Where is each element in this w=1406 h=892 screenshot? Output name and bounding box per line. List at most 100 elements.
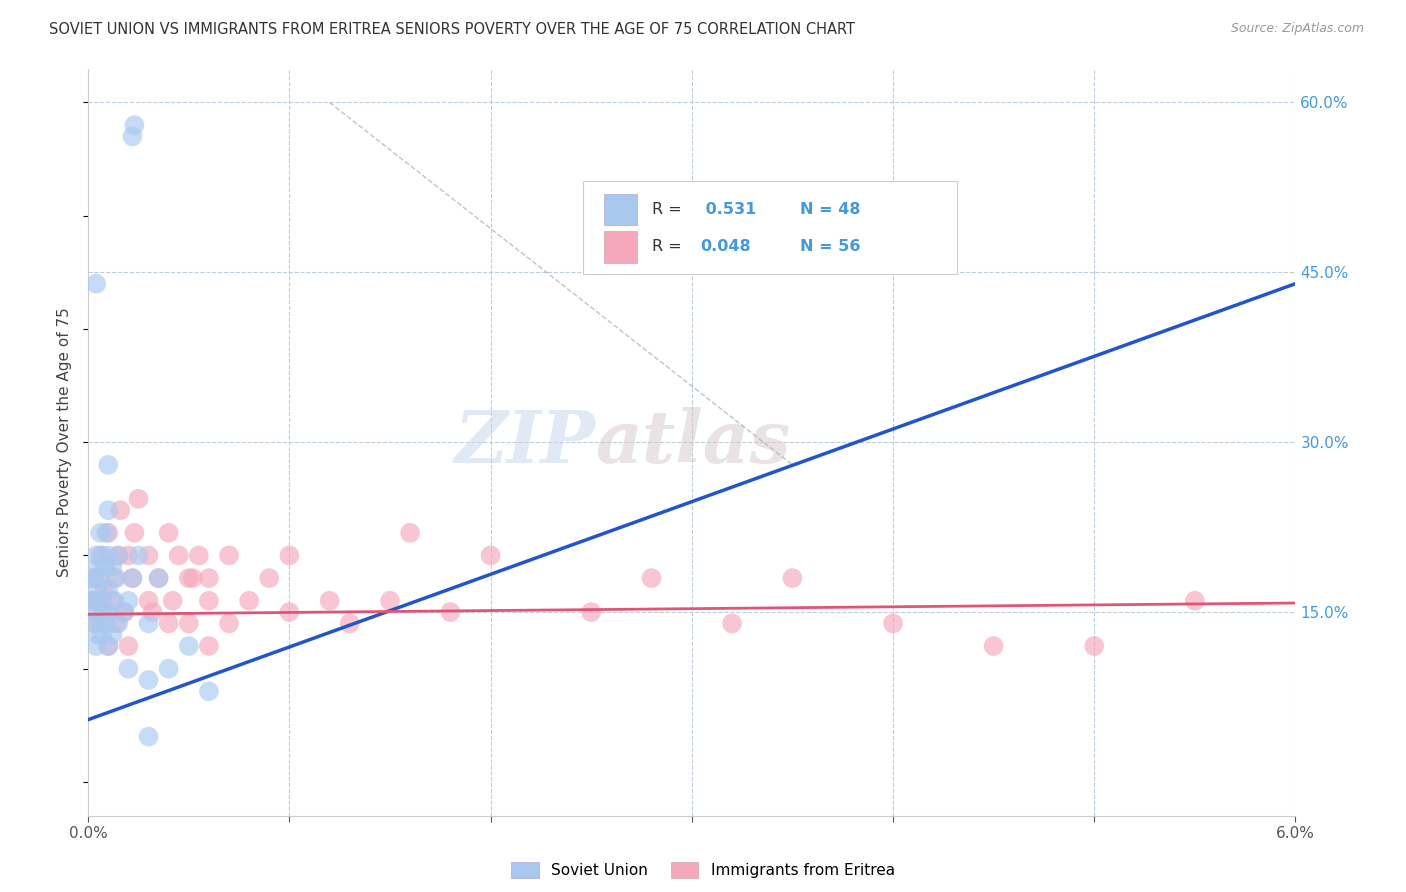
Point <box>1184 593 1206 607</box>
Point <box>782 571 804 585</box>
Point <box>89 525 111 540</box>
FancyBboxPatch shape <box>583 180 957 274</box>
Text: N = 48: N = 48 <box>800 202 860 217</box>
Point <box>198 684 221 698</box>
Point <box>157 662 180 676</box>
Point <box>89 571 111 585</box>
Point <box>157 616 180 631</box>
Point <box>91 628 114 642</box>
Point <box>97 582 120 597</box>
Point <box>177 616 200 631</box>
Point <box>93 559 115 574</box>
Point <box>107 549 129 563</box>
Point <box>579 605 602 619</box>
Point <box>218 549 240 563</box>
Point <box>105 571 128 585</box>
Point <box>117 593 139 607</box>
Point <box>96 559 118 574</box>
Point <box>89 616 111 631</box>
Point <box>238 593 260 607</box>
Point <box>124 525 146 540</box>
Point <box>439 605 461 619</box>
Text: Source: ZipAtlas.com: Source: ZipAtlas.com <box>1230 22 1364 36</box>
Point <box>121 571 143 585</box>
Point <box>318 593 340 607</box>
Point <box>181 571 204 585</box>
Point <box>91 605 114 619</box>
Point <box>97 639 120 653</box>
Point <box>82 593 104 607</box>
Point <box>157 525 180 540</box>
Point <box>1083 639 1105 653</box>
Point <box>107 616 129 631</box>
Point <box>97 605 120 619</box>
Point <box>83 616 105 631</box>
Point <box>84 616 107 631</box>
Point <box>127 491 149 506</box>
Point <box>97 458 120 472</box>
Point <box>983 639 1005 653</box>
Point <box>148 571 170 585</box>
Point <box>82 593 104 607</box>
Point <box>96 525 118 540</box>
Point <box>83 571 105 585</box>
Text: N = 56: N = 56 <box>800 239 860 254</box>
Point <box>198 593 221 607</box>
Point <box>138 593 160 607</box>
Bar <box>603 194 637 226</box>
Point <box>87 628 110 642</box>
Point <box>83 605 105 619</box>
Point <box>87 559 110 574</box>
Point <box>105 616 128 631</box>
Point <box>110 503 132 517</box>
Point <box>167 549 190 563</box>
Point <box>339 616 361 631</box>
Point <box>121 571 143 585</box>
Legend: Soviet Union, Immigrants from Eritrea: Soviet Union, Immigrants from Eritrea <box>505 856 901 884</box>
Point <box>399 525 422 540</box>
Point <box>101 593 124 607</box>
Point <box>138 730 160 744</box>
Point <box>138 673 160 687</box>
Point <box>84 277 107 291</box>
Text: SOVIET UNION VS IMMIGRANTS FROM ERITREA SENIORS POVERTY OVER THE AGE OF 75 CORRE: SOVIET UNION VS IMMIGRANTS FROM ERITREA … <box>49 22 855 37</box>
Point <box>882 616 904 631</box>
Point <box>278 605 301 619</box>
Point <box>87 582 110 597</box>
Point <box>127 549 149 563</box>
Point <box>107 549 129 563</box>
Point <box>198 639 221 653</box>
Point <box>177 639 200 653</box>
Point <box>97 525 120 540</box>
Point <box>187 549 209 563</box>
Point <box>97 549 120 563</box>
Point <box>117 549 139 563</box>
Point <box>82 571 104 585</box>
Text: 0.531: 0.531 <box>700 202 756 217</box>
Point <box>91 593 114 607</box>
Point <box>84 593 107 607</box>
Point <box>103 571 125 585</box>
Point <box>101 559 124 574</box>
Point <box>97 503 120 517</box>
Point <box>138 616 160 631</box>
Point <box>121 129 143 144</box>
Point <box>83 571 105 585</box>
Bar <box>603 231 637 263</box>
Point <box>378 593 401 607</box>
Point <box>721 616 744 631</box>
Point <box>117 639 139 653</box>
Point <box>177 571 200 585</box>
Text: ZIP: ZIP <box>454 407 595 478</box>
Point <box>138 549 160 563</box>
Point <box>148 571 170 585</box>
Point <box>640 571 662 585</box>
Point <box>117 662 139 676</box>
Point <box>91 549 114 563</box>
Point <box>257 571 280 585</box>
Point <box>103 593 125 607</box>
Point <box>112 605 135 619</box>
Text: R =: R = <box>652 202 688 217</box>
Point <box>162 593 184 607</box>
Point <box>93 605 115 619</box>
